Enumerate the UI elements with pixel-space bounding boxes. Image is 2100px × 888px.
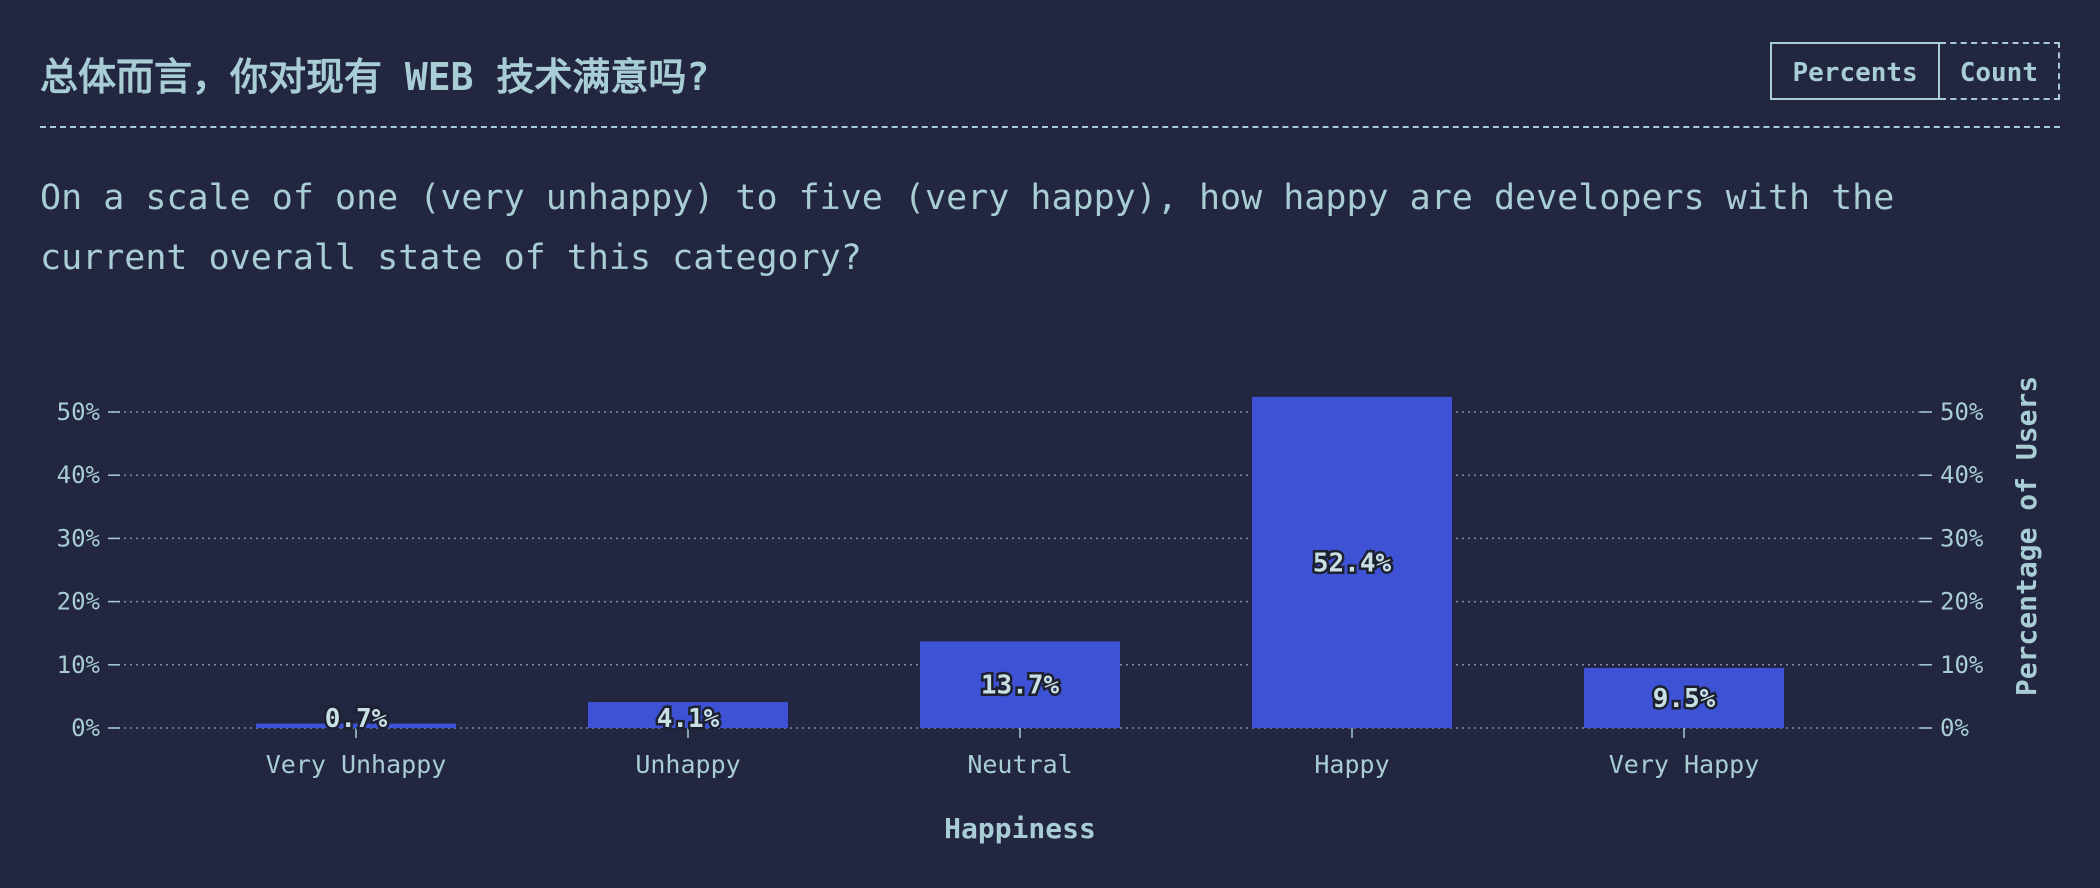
unit-toggle: Percents Count bbox=[1770, 42, 2060, 100]
y-tick-label: 50% bbox=[57, 398, 101, 426]
y-tick-label: 0% bbox=[71, 714, 100, 742]
y-tick-label: 10% bbox=[57, 651, 101, 679]
x-tick-label: Happy bbox=[1314, 750, 1389, 779]
left-y-axis: 0% 10% 20% 30% 40% 50% bbox=[57, 398, 120, 742]
question-description: On a scale of one (very unhappy) to five… bbox=[40, 178, 1895, 278]
x-axis: Very Unhappy Unhappy Neutral Happy Very Happ… bbox=[266, 728, 1760, 779]
y-tick-label-right: 30% bbox=[1940, 524, 1984, 552]
bar-neutral[interactable] bbox=[920, 641, 1120, 728]
bar-very-unhappy[interactable] bbox=[256, 723, 456, 728]
bar-value-label: 52.4% bbox=[1313, 548, 1392, 578]
page-title: 总体而言，你对现有 WEB 技术满意吗? bbox=[40, 55, 710, 99]
bar-very-happy[interactable] bbox=[1584, 667, 1784, 728]
bar-happy[interactable] bbox=[1252, 396, 1452, 728]
y-tick-label-right: 20% bbox=[1940, 588, 1984, 616]
bars bbox=[256, 396, 1784, 728]
y-tick-label: 30% bbox=[57, 524, 101, 552]
y-tick-label-right: 50% bbox=[1940, 398, 1984, 426]
bar-unhappy[interactable] bbox=[588, 702, 788, 728]
chart-header: 总体而言，你对现有 WEB 技术满意吗? Percents Count bbox=[40, 40, 2060, 128]
bar-value-label: 13.7% bbox=[981, 671, 1060, 701]
y-tick-label: 20% bbox=[57, 588, 101, 616]
bar-value-label: 0.7% bbox=[325, 704, 388, 734]
count-button[interactable]: Count bbox=[1939, 42, 2060, 100]
right-y-axis: 0% 10% 20% 30% 40% 50% bbox=[1920, 398, 1984, 742]
x-tick-label: Very Unhappy bbox=[266, 750, 447, 779]
percents-button[interactable]: Percents bbox=[1770, 42, 1940, 100]
bar-value-labels: 0.7% 4.1% 13.7% 52.4% 9.5% bbox=[322, 546, 1718, 737]
bar-value-label: 4.1% bbox=[657, 704, 720, 734]
x-axis-title: Happiness bbox=[944, 812, 1096, 845]
x-tick-label: Unhappy bbox=[635, 750, 740, 779]
y-tick-label-right: 0% bbox=[1940, 714, 1969, 742]
y-tick-label-right: 40% bbox=[1940, 461, 1984, 489]
x-tick-label: Very Happy bbox=[1609, 750, 1760, 779]
y-tick-label: 40% bbox=[57, 461, 101, 489]
x-tick-label: Neutral bbox=[967, 750, 1072, 779]
bar-value-label: 9.5% bbox=[1653, 684, 1716, 714]
y-axis-title: Percentage of Users bbox=[2010, 376, 2043, 696]
y-tick-label-right: 10% bbox=[1940, 651, 1984, 679]
